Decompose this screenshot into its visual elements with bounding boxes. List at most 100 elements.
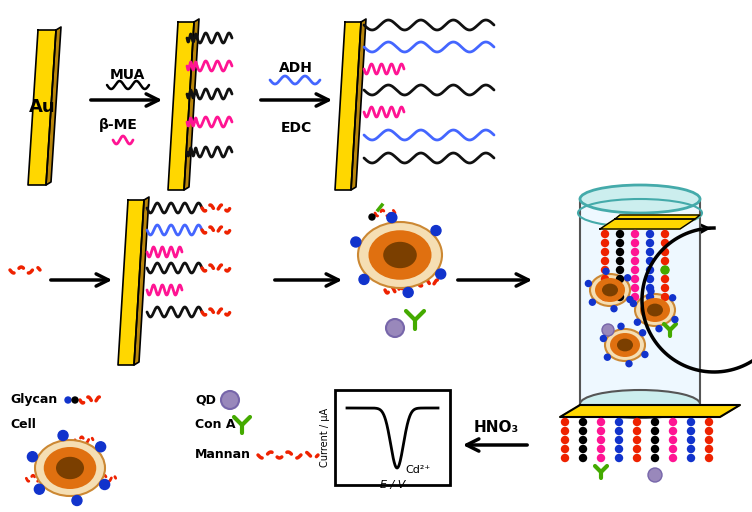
- Ellipse shape: [384, 242, 417, 268]
- Circle shape: [598, 418, 605, 425]
- Text: QD: QD: [195, 394, 216, 407]
- Circle shape: [672, 316, 678, 323]
- Text: ADH: ADH: [279, 61, 313, 75]
- Text: E / V: E / V: [380, 480, 405, 490]
- Circle shape: [72, 397, 78, 403]
- Ellipse shape: [56, 457, 84, 479]
- Circle shape: [656, 326, 662, 332]
- Circle shape: [687, 437, 695, 443]
- Polygon shape: [560, 405, 740, 417]
- Circle shape: [605, 354, 611, 360]
- Circle shape: [647, 248, 653, 255]
- Circle shape: [617, 285, 623, 291]
- Circle shape: [669, 455, 677, 461]
- Circle shape: [562, 455, 569, 461]
- Circle shape: [705, 437, 712, 443]
- Circle shape: [705, 428, 712, 435]
- Circle shape: [617, 230, 623, 238]
- Circle shape: [435, 269, 446, 279]
- Circle shape: [617, 267, 623, 273]
- Circle shape: [386, 319, 404, 337]
- Circle shape: [600, 335, 606, 342]
- Circle shape: [632, 258, 638, 265]
- Circle shape: [687, 445, 695, 453]
- Circle shape: [669, 445, 677, 453]
- Polygon shape: [335, 22, 361, 190]
- Circle shape: [100, 480, 110, 489]
- Ellipse shape: [590, 274, 630, 306]
- Circle shape: [647, 267, 653, 273]
- Polygon shape: [560, 405, 740, 417]
- Circle shape: [632, 248, 638, 255]
- Circle shape: [387, 212, 397, 223]
- Circle shape: [602, 275, 608, 283]
- Text: Con A: Con A: [195, 418, 235, 432]
- Circle shape: [662, 285, 669, 291]
- Polygon shape: [118, 200, 144, 365]
- Circle shape: [617, 275, 623, 283]
- Circle shape: [662, 230, 669, 238]
- Circle shape: [615, 455, 623, 461]
- Circle shape: [647, 293, 653, 301]
- Circle shape: [221, 391, 239, 409]
- Circle shape: [351, 237, 361, 247]
- Circle shape: [633, 455, 641, 461]
- Circle shape: [662, 248, 669, 255]
- Circle shape: [651, 445, 659, 453]
- Circle shape: [633, 418, 641, 425]
- Text: EDC: EDC: [280, 121, 311, 135]
- Circle shape: [635, 319, 641, 325]
- Polygon shape: [615, 215, 700, 219]
- Text: Cell: Cell: [10, 418, 36, 432]
- Circle shape: [705, 418, 712, 425]
- Bar: [580, 199, 700, 404]
- Polygon shape: [351, 19, 366, 190]
- Ellipse shape: [647, 304, 663, 316]
- Circle shape: [632, 285, 638, 291]
- Circle shape: [598, 445, 605, 453]
- Circle shape: [580, 455, 587, 461]
- Bar: [335, 390, 450, 485]
- Circle shape: [615, 418, 623, 425]
- Circle shape: [662, 275, 669, 283]
- Circle shape: [562, 428, 569, 435]
- Circle shape: [633, 437, 641, 443]
- Circle shape: [630, 301, 636, 307]
- Circle shape: [65, 397, 71, 403]
- Text: HNO₃: HNO₃: [473, 420, 519, 436]
- Circle shape: [585, 281, 591, 287]
- Circle shape: [627, 296, 633, 303]
- Circle shape: [651, 437, 659, 443]
- Polygon shape: [46, 27, 61, 185]
- Circle shape: [632, 240, 638, 246]
- Circle shape: [580, 418, 587, 425]
- Text: β-ME: β-ME: [99, 118, 138, 132]
- Circle shape: [58, 431, 68, 440]
- Ellipse shape: [580, 390, 700, 418]
- Circle shape: [562, 437, 569, 443]
- Circle shape: [633, 428, 641, 435]
- Ellipse shape: [635, 294, 675, 326]
- Circle shape: [590, 299, 596, 305]
- Circle shape: [617, 248, 623, 255]
- Ellipse shape: [595, 278, 625, 302]
- Circle shape: [661, 266, 669, 274]
- Circle shape: [687, 428, 695, 435]
- Polygon shape: [168, 22, 194, 190]
- Circle shape: [669, 437, 677, 443]
- Circle shape: [651, 418, 659, 425]
- Circle shape: [602, 285, 608, 291]
- Circle shape: [662, 267, 669, 273]
- Circle shape: [602, 248, 608, 255]
- Circle shape: [617, 293, 623, 301]
- Circle shape: [669, 295, 675, 301]
- Text: Au: Au: [29, 98, 56, 116]
- Circle shape: [647, 230, 653, 238]
- Circle shape: [626, 361, 632, 367]
- Circle shape: [615, 428, 623, 435]
- Circle shape: [580, 428, 587, 435]
- Circle shape: [431, 226, 441, 236]
- Circle shape: [648, 288, 654, 294]
- Circle shape: [580, 437, 587, 443]
- Circle shape: [640, 330, 646, 336]
